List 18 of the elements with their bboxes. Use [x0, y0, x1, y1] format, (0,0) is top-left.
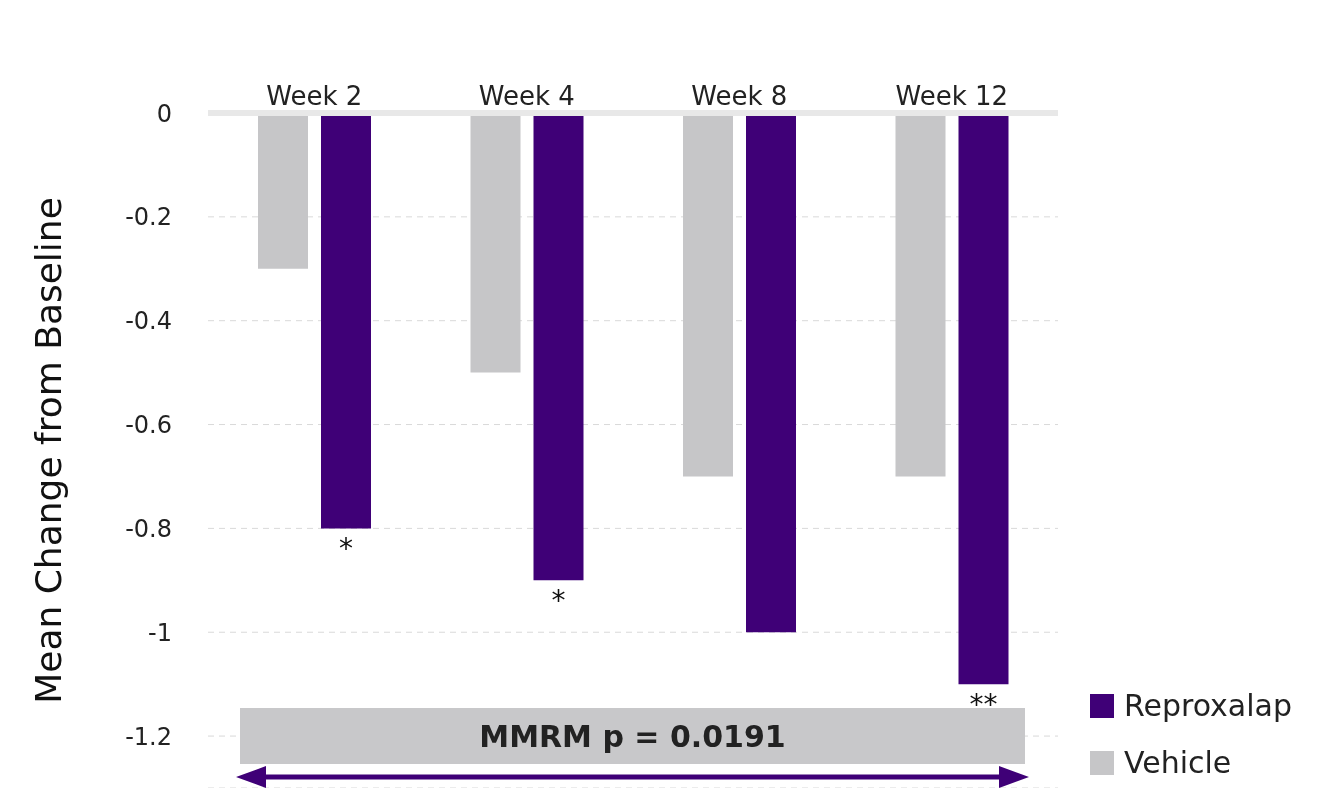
- y-tick-label: -0.6: [125, 411, 172, 440]
- data-label: *: [339, 532, 353, 566]
- x-tick-label: Week 12: [895, 81, 1009, 111]
- y-tick-label: -0.2: [125, 203, 172, 232]
- x-tick-label: Week 2: [266, 81, 363, 111]
- legend-label: Vehicle: [1124, 745, 1232, 780]
- y-tick-label: -1.2: [125, 722, 172, 751]
- data-label: *: [551, 584, 566, 618]
- data-label: **: [969, 688, 998, 722]
- y-tick-label: 0: [156, 99, 172, 128]
- y-axis-title: Mean Change from Baseline: [27, 197, 69, 704]
- legend-label: Reproxalap: [1124, 688, 1293, 723]
- y-tick-label: -0.8: [125, 514, 172, 543]
- x-tick-label: Week 8: [691, 81, 788, 111]
- y-tick-label: -0.4: [125, 307, 172, 336]
- x-tick-label: Week 4: [478, 81, 575, 111]
- y-tick-label: -1: [148, 618, 172, 647]
- annotation: MMRM p = 0.0191: [479, 718, 786, 754]
